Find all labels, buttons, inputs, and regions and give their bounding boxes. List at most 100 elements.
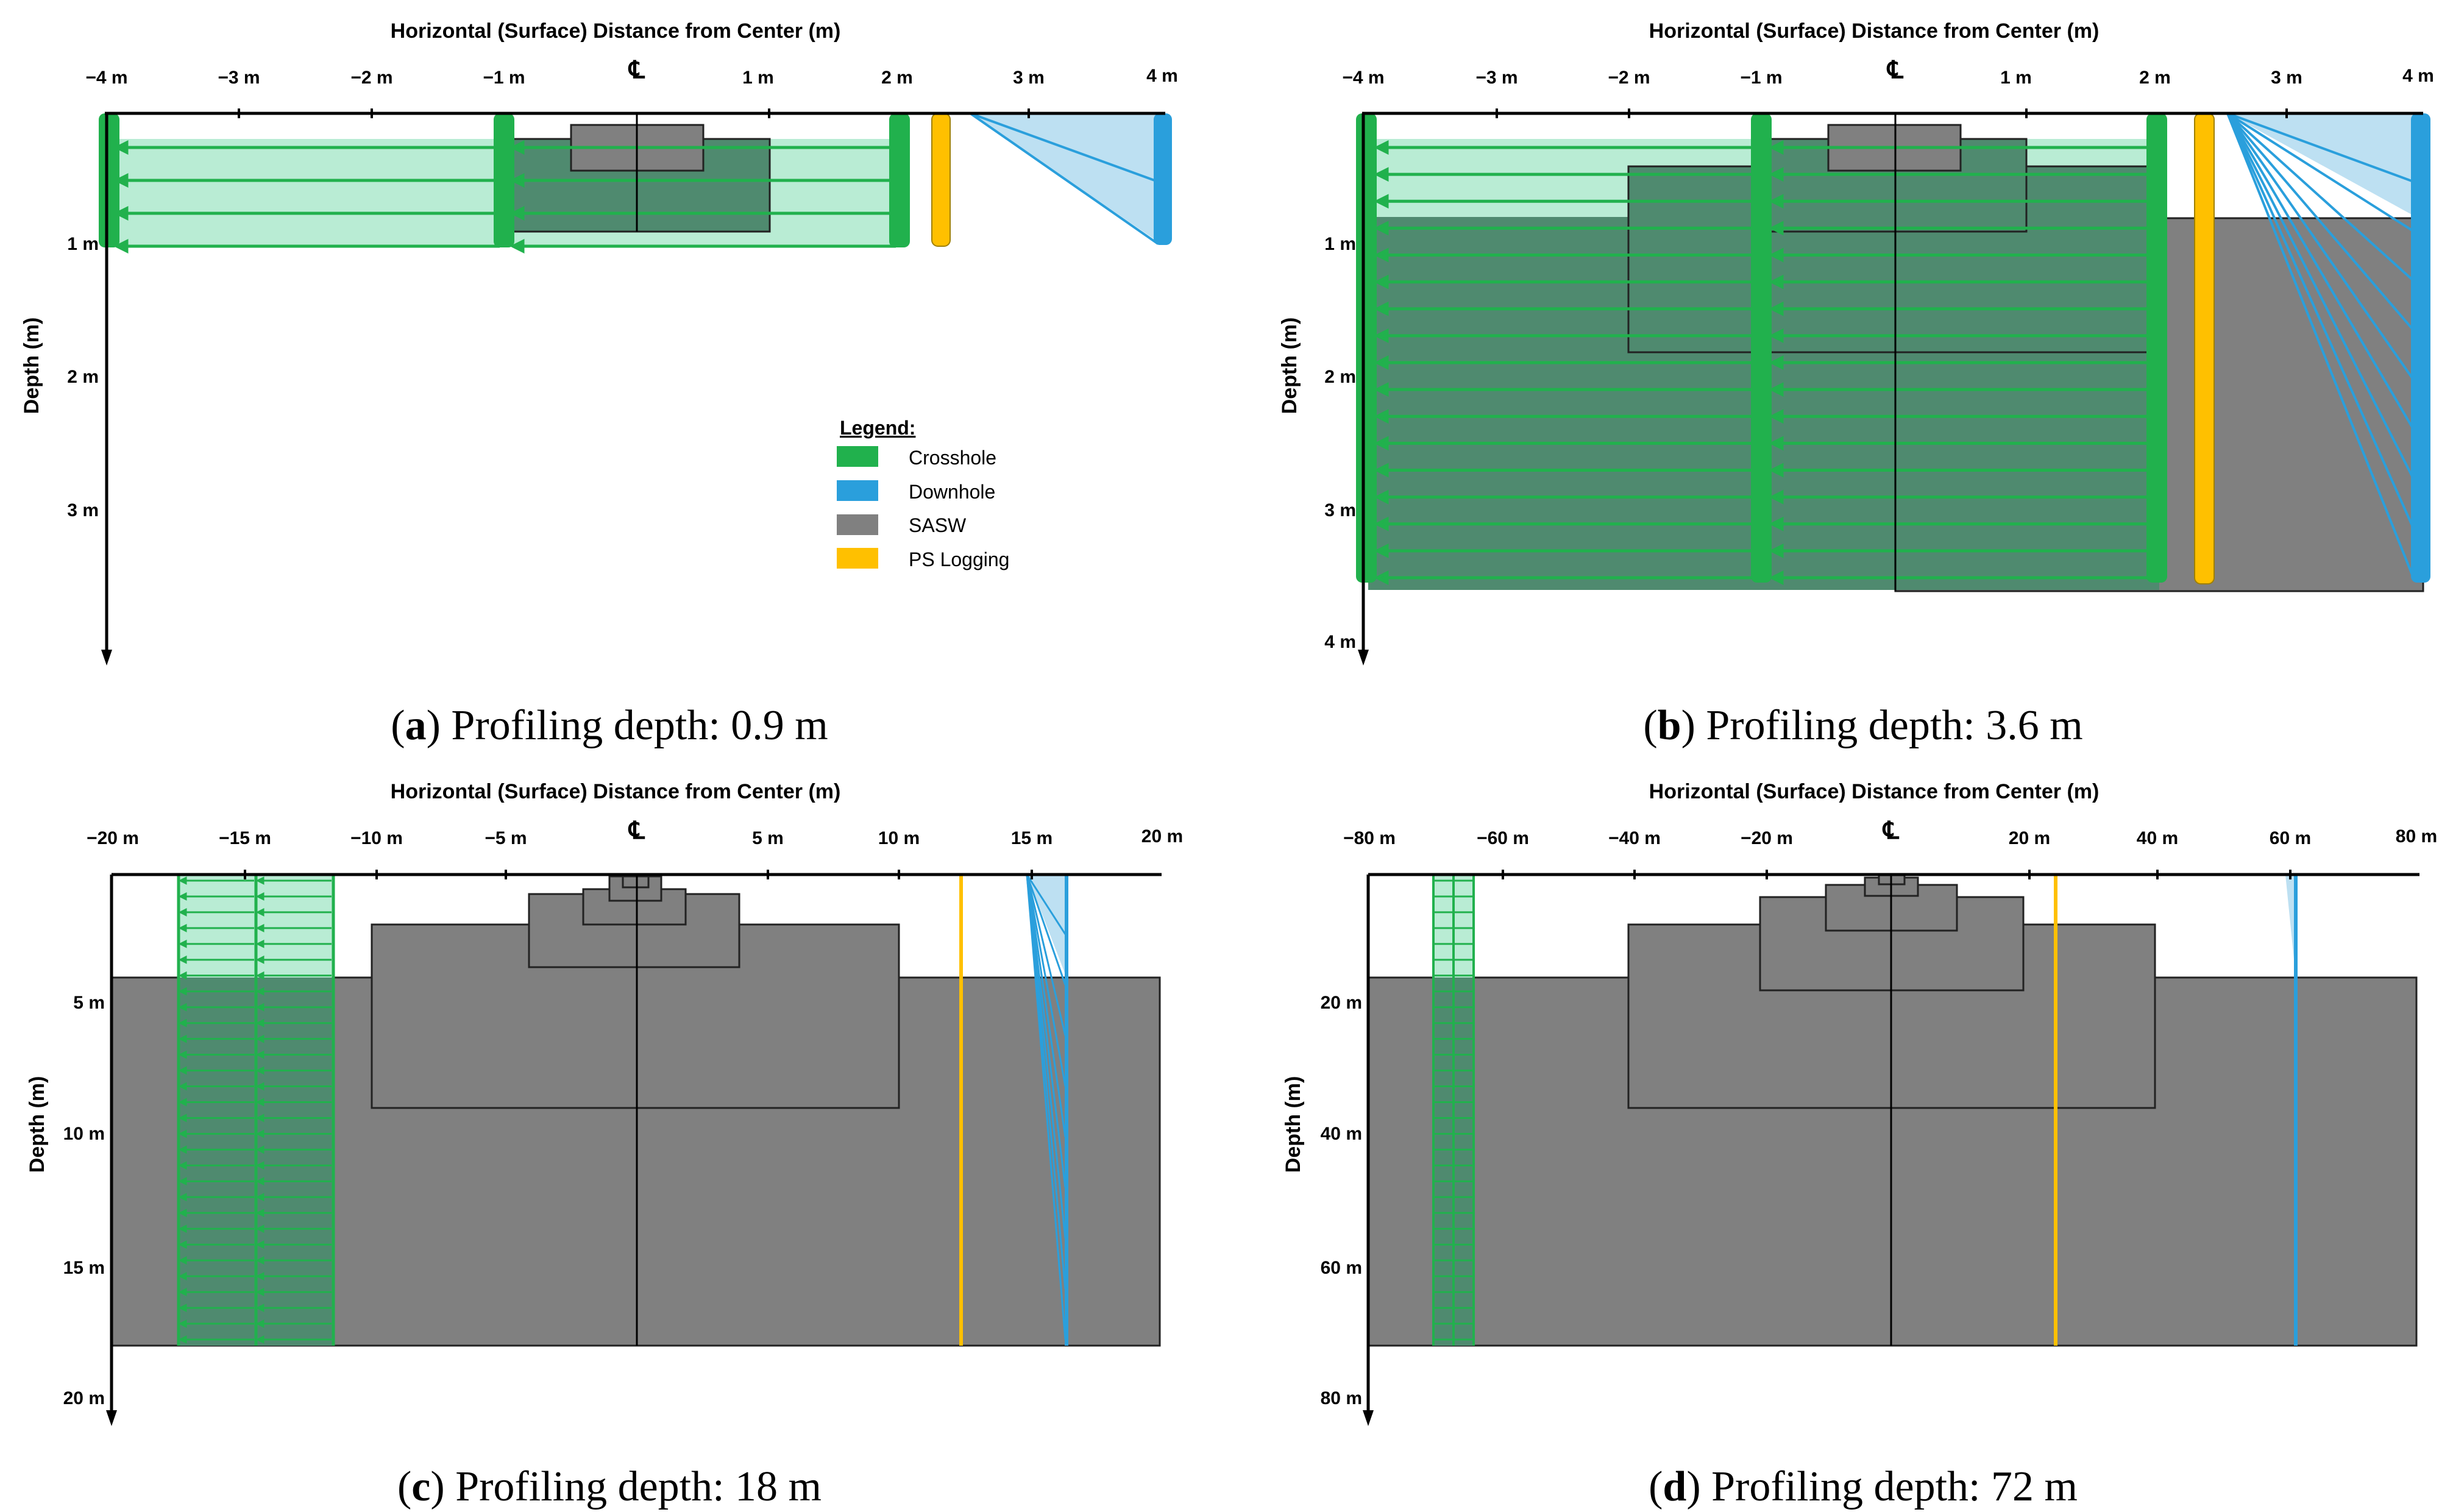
arrow-head (255, 1161, 264, 1170)
arrow-head (255, 955, 264, 964)
arrow-head (1374, 221, 1389, 236)
arrow-head (178, 1272, 187, 1281)
arrow-head (1769, 436, 1784, 451)
downhole-ray (1026, 874, 1067, 935)
x-tick-label: 1 m (742, 68, 774, 88)
arrow-head (255, 1272, 264, 1281)
arrow-head (509, 238, 525, 254)
arrow-head (178, 1335, 187, 1344)
x-tick-label: −20 m (87, 828, 139, 848)
y-tick-label: 10 m (63, 1124, 105, 1144)
arrow-head (255, 1018, 264, 1028)
x-tick-label: −15 m (219, 828, 271, 848)
legend-label: PS Logging (909, 548, 1009, 570)
arrow-head (1769, 463, 1784, 478)
arrow-head (255, 1177, 264, 1186)
arrow-head (255, 1209, 264, 1218)
x-tick-label: 20 m (2009, 828, 2050, 848)
arrow-head (178, 1209, 187, 1218)
arrow-head (255, 1319, 264, 1328)
arrow-head (178, 1145, 187, 1154)
panel-a: Horizontal (Surface) Distance from Cente… (20, 20, 1178, 749)
arrow-head (255, 1082, 264, 1091)
arrow-head (1374, 194, 1389, 209)
arrow-head (255, 1335, 264, 1344)
x-tick-label: −1 m (1740, 68, 1782, 88)
arrow-head (1769, 221, 1784, 236)
arrow-head (1374, 247, 1389, 263)
x-tick-label: 20 m (1141, 826, 1183, 847)
legend-swatch-downhole (837, 480, 878, 501)
crosshole-borehole (494, 113, 514, 247)
legend: Legend: Crosshole Downhole SASW PS Loggi… (837, 417, 1009, 570)
arrow-head (1769, 247, 1784, 263)
arrow-head (178, 1288, 187, 1297)
sasw-layer (622, 875, 650, 889)
x-tick-label: 2 m (881, 68, 913, 88)
arrow-head (1769, 194, 1784, 209)
y-axis-arrow (1363, 1410, 1374, 1426)
arrow-head (1769, 274, 1784, 289)
crosshole-borehole (99, 113, 119, 247)
arrow-head (1374, 570, 1389, 586)
panel-c: Horizontal (Surface) Distance from Cente… (26, 780, 1183, 1510)
arrow-head (1769, 328, 1784, 343)
downhole-ray (1026, 874, 1067, 1036)
arrow-head (509, 140, 525, 155)
arrow-head (178, 1082, 187, 1091)
panel-caption: (a) Profiling depth: 0.9 m (391, 702, 828, 749)
panel-caption: (c) Profiling depth: 18 m (397, 1463, 822, 1510)
y-tick-label: 5 m (73, 993, 105, 1013)
arrow-head (1374, 355, 1389, 371)
arrow-head (1769, 167, 1784, 182)
arrow-head (178, 876, 187, 885)
arrow-head (178, 971, 187, 980)
downhole-coverage-area (2228, 113, 2418, 218)
arrow-head (1374, 543, 1389, 558)
downhole-ray (2227, 112, 2414, 183)
x-tick-label: −10 m (350, 828, 403, 848)
y-tick-label: 2 m (67, 367, 99, 387)
x-tick-label: −20 m (1741, 828, 1793, 848)
downhole-ray (2226, 113, 2415, 480)
downhole-borehole (2411, 113, 2430, 583)
arrow-head (255, 1034, 264, 1043)
panel-caption: (b) Profiling depth: 3.6 m (1643, 702, 2082, 749)
legend-title: Legend: (840, 417, 915, 439)
y-axis-title: Depth (m) (1278, 318, 1301, 414)
y-tick-label: 15 m (63, 1258, 105, 1278)
arrow-head (1769, 140, 1784, 155)
arrow-head (255, 876, 264, 885)
arrow-head (178, 955, 187, 964)
arrow-head (255, 1113, 264, 1123)
x-axis-title: Horizontal (Surface) Distance from Cente… (1649, 20, 2100, 43)
y-tick-label: 1 m (1324, 234, 1356, 254)
arrow-head (1769, 301, 1784, 316)
downhole-ray (2226, 112, 2415, 282)
legend-label: Crosshole (909, 447, 996, 469)
arrow-head (113, 140, 129, 155)
x-axis-title: Horizontal (Surface) Distance from Cente… (391, 20, 841, 43)
downhole-ray (2226, 112, 2415, 332)
arrow-head (1769, 409, 1784, 424)
downhole-borehole (1154, 113, 1172, 245)
centerline-symbol: ℄ (1886, 57, 1904, 83)
arrow-head (1769, 355, 1784, 371)
x-tick-label: −2 m (350, 68, 392, 88)
arrow-head (1374, 301, 1389, 316)
arrow-head (1374, 409, 1389, 424)
arrow-head (1769, 570, 1784, 586)
arrow-head (178, 1050, 187, 1059)
arrow-head (178, 1319, 187, 1328)
panel-caption: (d) Profiling depth: 72 m (1649, 1463, 2078, 1510)
downhole-coverage-area (2285, 875, 2296, 978)
x-tick-label: 4 m (1146, 66, 1178, 86)
x-tick-label: −2 m (1608, 68, 1650, 88)
downhole-ray (969, 112, 1159, 245)
arrow-head (255, 923, 264, 932)
x-tick-label: 5 m (752, 828, 784, 848)
arrow-head (178, 1066, 187, 1075)
downhole-ray (2226, 113, 2415, 529)
downhole-ray (2226, 112, 2415, 381)
sasw-layer (371, 923, 900, 1109)
